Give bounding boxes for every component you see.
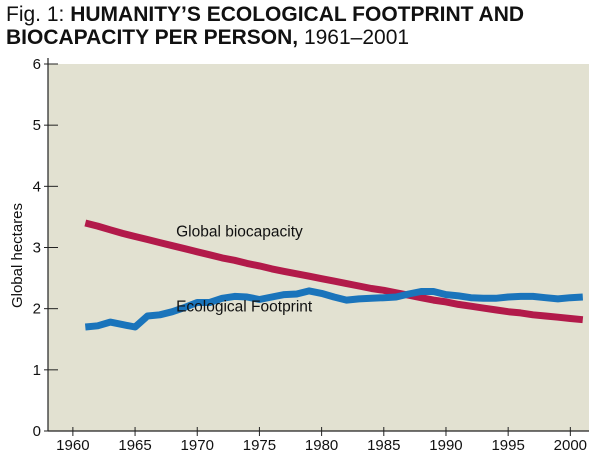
x-tick-label-1960: 1960 xyxy=(56,437,89,454)
chart-title: Fig. 1: HUMANITY’S ECOLOGICAL FOOTPRINT … xyxy=(6,3,598,49)
y-tick-label-0: 0 xyxy=(33,423,41,440)
y-tick-label-5: 5 xyxy=(33,117,41,134)
title-suffix: 1961–2001 xyxy=(298,26,410,49)
y-tick-label-3: 3 xyxy=(33,240,41,257)
title-main: HUMANITY’S ECOLOGICAL FOOTPRINT AND BIOC… xyxy=(6,3,525,49)
annotation-global-biocapacity: Global biocapacity xyxy=(176,223,303,240)
x-tick-label-2000: 2000 xyxy=(554,437,587,454)
x-tick-label-1970: 1970 xyxy=(181,437,214,454)
x-tick-label-1975: 1975 xyxy=(243,437,276,454)
x-tick-label-1995: 1995 xyxy=(491,437,524,454)
axes: 0 1 2 3 4 5 6 1960 1965 1970 1975 1980 1985 1990 1995 2… xyxy=(33,56,589,454)
plot-area xyxy=(48,64,589,431)
x-tick-label-1980: 1980 xyxy=(305,437,338,454)
title-prefix: Fig. 1: xyxy=(6,3,71,26)
series-line-global-biocapacity xyxy=(84,219,584,324)
y-tick-label-1: 1 xyxy=(33,362,41,379)
series-layer xyxy=(84,219,584,331)
y-axis-label: Global hectares xyxy=(9,203,26,308)
y-tick-label-2: 2 xyxy=(33,301,41,318)
x-tick-label-1985: 1985 xyxy=(367,437,400,454)
series-line-ecological-footprint xyxy=(84,287,583,331)
x-tick-label-1965: 1965 xyxy=(118,437,151,454)
annotation-ecological-footprint: Ecological Footprint xyxy=(176,299,313,316)
y-tick-label-6: 6 xyxy=(33,56,41,73)
labels: Global hectares Global biocapacity Ecologi… xyxy=(9,203,313,316)
y-tick-label-4: 4 xyxy=(33,178,41,195)
x-tick-label-1990: 1990 xyxy=(429,437,462,454)
